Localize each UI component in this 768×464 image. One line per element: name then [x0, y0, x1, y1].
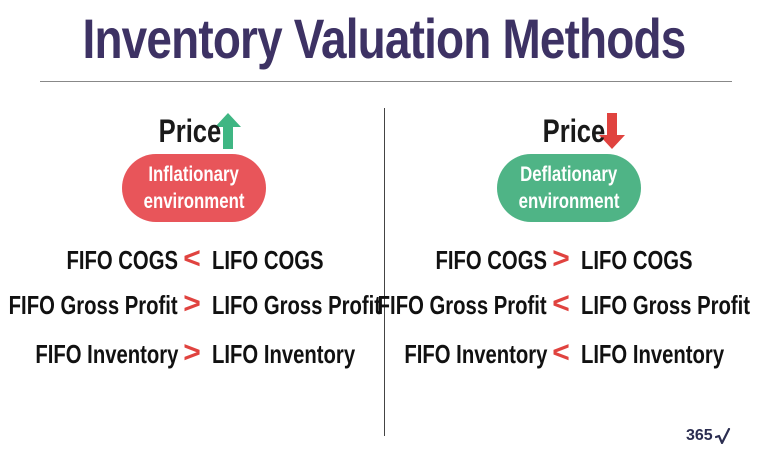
lifo-term: LIFO COGS	[581, 245, 693, 275]
price-indicator: Price	[0, 108, 384, 154]
comparison-row: FIFO Inventory > LIFO Inventory	[0, 334, 384, 374]
comparison-row: FIFO Inventory < LIFO Inventory	[384, 334, 768, 374]
badge-line-2: environment	[518, 190, 620, 213]
checkmark-root-icon	[714, 428, 730, 444]
comparison-row: FIFO Gross Profit > LIFO Gross Profit	[0, 285, 384, 325]
fifo-term: FIFO Inventory	[403, 339, 547, 369]
fifo-term: FIFO Gross Profit	[8, 290, 178, 320]
price-label: Price	[542, 112, 606, 149]
price-label: Price	[158, 112, 222, 149]
up-arrow-icon	[215, 113, 242, 149]
fifo-term: FIFO Gross Profit	[377, 290, 547, 320]
deflationary-panel: Price Deflationary environment FIFO COGS…	[378, 100, 768, 400]
comparison-operator: <	[183, 242, 201, 275]
lifo-term: LIFO Gross Profit	[581, 290, 751, 320]
fifo-term: FIFO COGS	[435, 245, 547, 275]
comparison-operator: >	[552, 242, 570, 275]
title-divider	[40, 81, 732, 82]
lifo-term: LIFO COGS	[212, 245, 324, 275]
comparison-operator: <	[552, 336, 570, 369]
down-arrow-icon	[599, 113, 626, 149]
lifo-term: LIFO Inventory	[581, 339, 725, 369]
brand-logo: 365	[686, 427, 731, 445]
comparison-row: FIFO COGS > LIFO COGS	[384, 240, 768, 280]
inflationary-panel: Price Inflationary environment FIFO COGS…	[0, 100, 384, 400]
lifo-term: LIFO Gross Profit	[212, 290, 382, 320]
logo-text: 365	[686, 427, 713, 444]
badge-line-1: Inflationary	[148, 163, 240, 186]
center-divider	[384, 108, 385, 436]
badge-line-1: Deflationary	[520, 163, 618, 186]
price-indicator: Price	[384, 108, 768, 154]
inflationary-badge: Inflationary environment	[122, 154, 266, 222]
comparison-operator: >	[183, 336, 201, 369]
page-title: Inventory Valuation Methods	[82, 7, 687, 70]
fifo-term: FIFO Inventory	[34, 339, 178, 369]
comparison-row: FIFO COGS < LIFO COGS	[0, 240, 384, 280]
comparison-row: FIFO Gross Profit < LIFO Gross Profit	[378, 285, 768, 325]
fifo-term: FIFO COGS	[66, 245, 178, 275]
comparison-operator: <	[552, 287, 570, 320]
comparison-operator: >	[183, 287, 201, 320]
lifo-term: LIFO Inventory	[212, 339, 356, 369]
badge-line-2: environment	[143, 190, 245, 213]
deflationary-badge: Deflationary environment	[497, 154, 641, 222]
